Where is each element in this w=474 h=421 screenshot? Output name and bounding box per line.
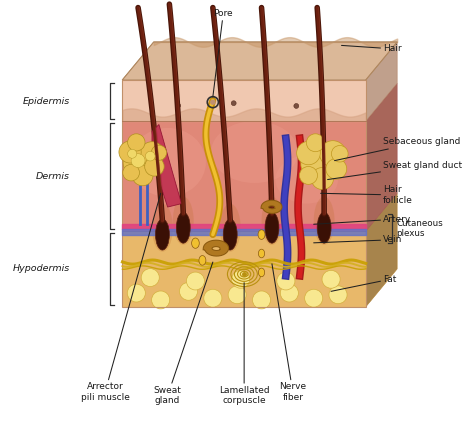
Polygon shape bbox=[122, 80, 366, 121]
Text: Pore: Pore bbox=[213, 9, 233, 97]
Polygon shape bbox=[366, 193, 397, 307]
Text: Sweat gland duct: Sweat gland duct bbox=[328, 161, 462, 179]
Text: Hair: Hair bbox=[341, 44, 402, 53]
Text: Cutaneous
plexus: Cutaneous plexus bbox=[396, 218, 443, 238]
Ellipse shape bbox=[258, 249, 264, 258]
Circle shape bbox=[186, 272, 204, 290]
Circle shape bbox=[119, 141, 141, 163]
Text: Lamellated
corpuscle: Lamellated corpuscle bbox=[219, 283, 269, 405]
Text: Sweat
gland: Sweat gland bbox=[154, 262, 213, 405]
Circle shape bbox=[305, 289, 323, 307]
Ellipse shape bbox=[173, 197, 194, 245]
Text: Sebaceous gland: Sebaceous gland bbox=[335, 137, 461, 161]
Ellipse shape bbox=[275, 155, 338, 204]
Circle shape bbox=[141, 269, 159, 287]
Circle shape bbox=[123, 165, 139, 181]
Circle shape bbox=[326, 159, 346, 179]
Circle shape bbox=[128, 134, 145, 151]
Text: Nerve
fiber: Nerve fiber bbox=[272, 264, 306, 402]
Text: Hypodermis: Hypodermis bbox=[13, 264, 70, 274]
Circle shape bbox=[300, 166, 318, 184]
Text: Arrector
pili muscle: Arrector pili muscle bbox=[81, 193, 161, 402]
Ellipse shape bbox=[317, 212, 331, 243]
Ellipse shape bbox=[223, 219, 237, 250]
Circle shape bbox=[228, 286, 246, 304]
Circle shape bbox=[131, 154, 145, 168]
Polygon shape bbox=[366, 42, 397, 121]
Ellipse shape bbox=[152, 204, 173, 252]
Circle shape bbox=[280, 284, 299, 302]
Ellipse shape bbox=[258, 230, 265, 240]
Ellipse shape bbox=[220, 204, 241, 252]
Polygon shape bbox=[122, 121, 366, 231]
Ellipse shape bbox=[262, 197, 283, 245]
Circle shape bbox=[301, 146, 337, 182]
Circle shape bbox=[253, 291, 271, 309]
Circle shape bbox=[140, 142, 164, 166]
Circle shape bbox=[306, 134, 325, 152]
Circle shape bbox=[151, 145, 166, 160]
Circle shape bbox=[294, 104, 299, 108]
Circle shape bbox=[146, 151, 155, 161]
Circle shape bbox=[123, 146, 156, 179]
Text: Dermis: Dermis bbox=[36, 172, 70, 181]
Ellipse shape bbox=[199, 256, 206, 265]
Circle shape bbox=[210, 99, 216, 105]
Circle shape bbox=[277, 272, 295, 290]
Circle shape bbox=[180, 282, 198, 300]
Circle shape bbox=[128, 284, 146, 302]
Text: Epidermis: Epidermis bbox=[23, 97, 70, 106]
Circle shape bbox=[128, 149, 137, 158]
Ellipse shape bbox=[129, 128, 206, 197]
Text: Fat: Fat bbox=[331, 275, 397, 291]
Text: Hair
follicle: Hair follicle bbox=[320, 185, 413, 205]
Ellipse shape bbox=[176, 212, 190, 243]
Polygon shape bbox=[152, 125, 182, 207]
Circle shape bbox=[231, 101, 236, 106]
Circle shape bbox=[132, 165, 153, 186]
Circle shape bbox=[322, 270, 340, 288]
Circle shape bbox=[329, 286, 347, 304]
Ellipse shape bbox=[155, 219, 169, 250]
Ellipse shape bbox=[211, 121, 298, 183]
Text: Artery: Artery bbox=[314, 215, 411, 224]
Circle shape bbox=[331, 146, 348, 162]
Circle shape bbox=[204, 289, 222, 307]
Circle shape bbox=[319, 141, 346, 167]
Ellipse shape bbox=[314, 197, 335, 245]
Polygon shape bbox=[366, 83, 397, 231]
Circle shape bbox=[232, 270, 250, 288]
Circle shape bbox=[176, 103, 181, 108]
Text: Vein: Vein bbox=[314, 235, 402, 244]
Circle shape bbox=[145, 157, 164, 176]
Ellipse shape bbox=[265, 212, 279, 243]
Circle shape bbox=[152, 291, 170, 309]
Ellipse shape bbox=[191, 238, 199, 248]
Ellipse shape bbox=[258, 268, 264, 277]
Polygon shape bbox=[122, 231, 366, 307]
Polygon shape bbox=[122, 42, 397, 80]
Circle shape bbox=[297, 141, 320, 165]
Circle shape bbox=[311, 168, 334, 189]
